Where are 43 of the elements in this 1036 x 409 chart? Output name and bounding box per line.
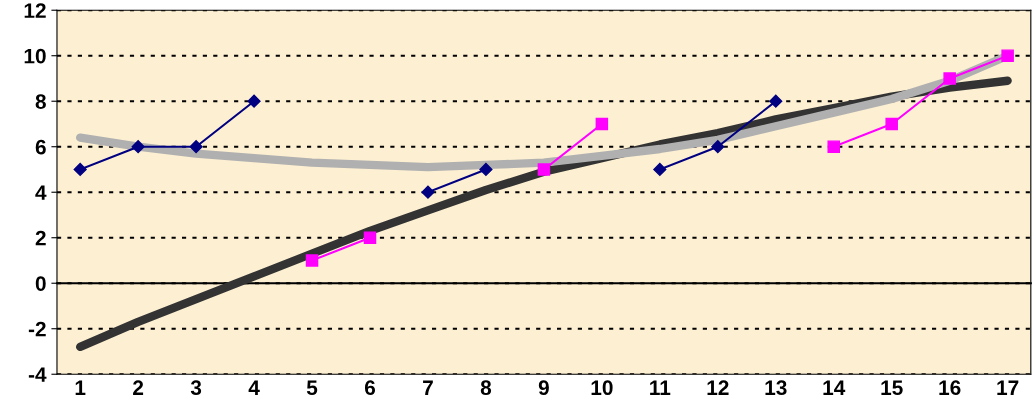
x-tick-label: 17 (997, 380, 1019, 395)
x-tick-label: 4 (248, 380, 260, 395)
x-tick-label: 1 (75, 380, 86, 395)
x-tick-label: 16 (939, 380, 961, 396)
x-tick-label: 11 (650, 380, 671, 395)
y-tick-label: 8 (35, 94, 46, 109)
x-tick-label: 12 (707, 380, 729, 395)
x-tick-label: 3 (190, 380, 202, 396)
y-tick-label: -4 (28, 367, 47, 382)
point (711, 140, 725, 154)
x-tick-label: 2 (133, 380, 144, 395)
x-tick-label: 15 (881, 380, 903, 396)
point (479, 162, 493, 177)
point (653, 162, 667, 177)
x-tick-label: 13 (765, 380, 787, 396)
y-tick-label: 2 (35, 230, 46, 246)
x-tick-label: 10 (591, 380, 613, 396)
x-tick-label: 9 (538, 380, 549, 396)
y-tick-label: 4 (35, 185, 47, 200)
point (305, 254, 319, 267)
point (363, 231, 377, 244)
point (827, 140, 840, 153)
point (595, 117, 609, 131)
x-tick-label: 8 (480, 380, 492, 396)
point (769, 94, 783, 108)
y-tick-label: 10 (24, 48, 46, 64)
point (943, 72, 956, 85)
point (537, 163, 551, 176)
x-tick-label: 7 (423, 380, 433, 395)
x-tick-label: 6 (364, 380, 376, 396)
point (247, 94, 261, 108)
point (885, 117, 898, 131)
point (131, 140, 145, 154)
x-tick-label: 5 (306, 380, 318, 396)
point (1001, 49, 1014, 62)
y-tick-label: -2 (28, 321, 46, 337)
y-tick-label: 6 (35, 139, 46, 155)
y-tick-label: 0 (35, 276, 46, 291)
x-tick-label: 14 (823, 380, 846, 395)
point (421, 185, 435, 199)
y-tick-label: 12 (24, 3, 46, 18)
point (189, 140, 203, 154)
point (73, 162, 87, 177)
